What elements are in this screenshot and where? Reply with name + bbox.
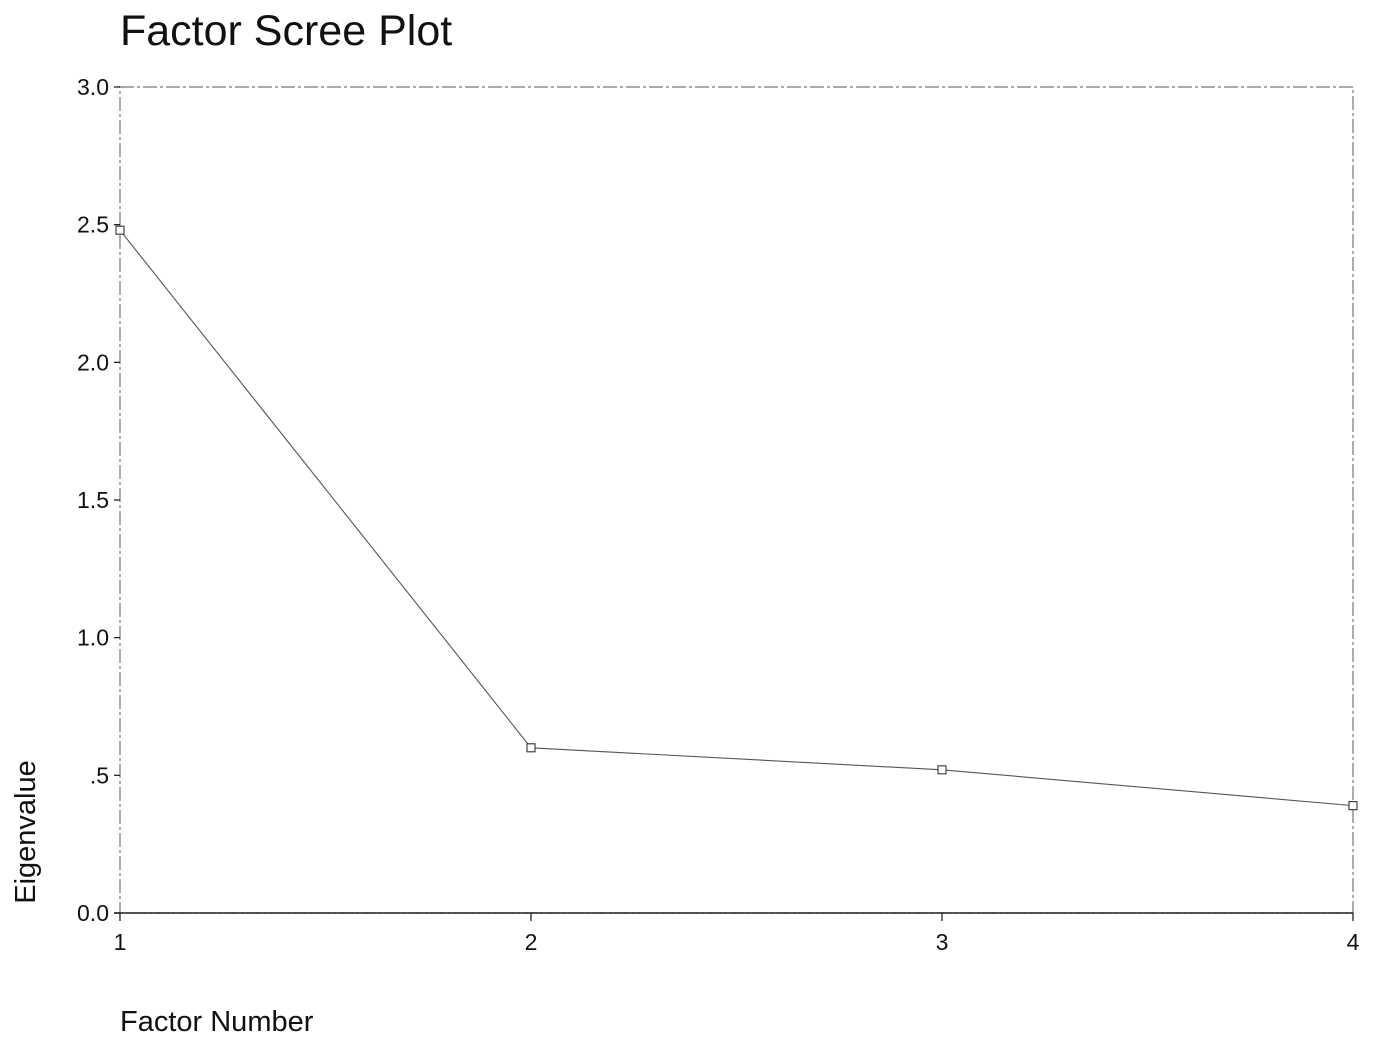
x-tick-label: 3 — [936, 929, 949, 955]
y-tick-label: 1.5 — [77, 487, 109, 513]
y-tick-label: 3.0 — [77, 74, 109, 100]
x-tick-label: 2 — [525, 929, 538, 955]
x-axis-ticks: 1 2 3 4 — [114, 913, 1360, 955]
y-tick-label: 0.0 — [77, 900, 109, 926]
y-tick-label: 2.5 — [77, 212, 109, 238]
eigenvalue-point — [115, 225, 125, 235]
x-tick-label: 1 — [114, 929, 127, 955]
eigenvalue-line — [119, 229, 1354, 807]
series-layer — [115, 225, 1358, 811]
eigenvalue-point — [937, 765, 947, 775]
y-tick-label: 1.0 — [77, 625, 109, 651]
chart-title: Factor Scree Plot — [120, 7, 453, 55]
y-axis-label: Eigenvalue — [10, 760, 42, 904]
y-axis-ticks: 0.0 .5 1.0 1.5 2.0 2.5 3.0 — [77, 74, 120, 926]
eigenvalue-point — [526, 743, 536, 753]
x-axis-label: Factor Number — [120, 1006, 314, 1038]
eigenvalue-point — [1348, 801, 1358, 811]
y-tick-label: .5 — [90, 762, 109, 788]
y-tick-label: 2.0 — [77, 349, 109, 375]
x-tick-label: 4 — [1347, 929, 1360, 955]
